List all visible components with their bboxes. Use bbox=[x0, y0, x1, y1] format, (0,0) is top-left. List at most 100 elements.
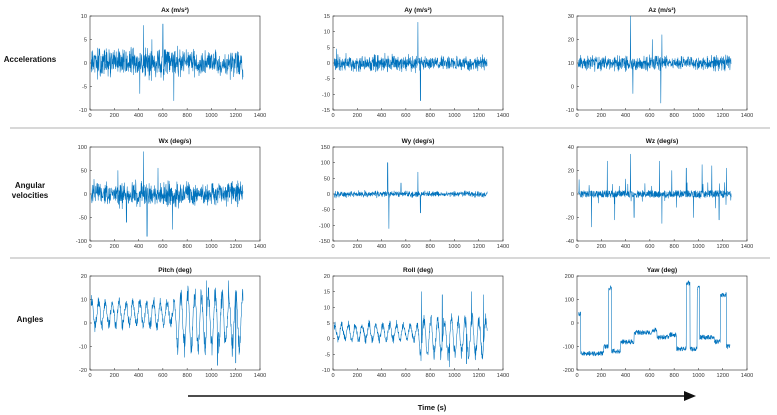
y-tick-label: -5 bbox=[325, 352, 330, 358]
panel: Wz (deg/s)0 200 400 600 800 1000 1200 1400-40-2… bbox=[566, 138, 753, 250]
y-tick-label: -40 bbox=[566, 239, 574, 245]
y-tick-label: 0 bbox=[571, 85, 574, 91]
y-tick-label: 0 bbox=[327, 337, 330, 343]
y-tick-label: 5 bbox=[327, 321, 330, 327]
x-tick-label: 200 bbox=[353, 113, 362, 119]
x-tick-label: 400 bbox=[134, 244, 143, 250]
x-tick-label: 400 bbox=[377, 113, 386, 119]
x-tick-label: 1400 bbox=[497, 373, 509, 379]
x-tick-label: 1400 bbox=[741, 244, 753, 250]
x-tick-label: 200 bbox=[597, 373, 606, 379]
y-tick-label: 0 bbox=[571, 192, 574, 198]
x-tick-label: 400 bbox=[377, 373, 386, 379]
x-tick-label: 600 bbox=[158, 373, 167, 379]
y-tick-label: 200 bbox=[565, 274, 574, 280]
x-tick-label: 1000 bbox=[692, 373, 704, 379]
panel: Wy (deg/s)0 200 400 600 800 1000 1200 1400-150-… bbox=[319, 138, 509, 250]
y-tick-label: 15 bbox=[324, 290, 330, 296]
x-tick-label: 600 bbox=[645, 244, 654, 250]
panel-title: Wx (deg/s) bbox=[159, 138, 192, 145]
x-tick-label: 400 bbox=[621, 373, 630, 379]
row-label-line: Accelerations bbox=[4, 55, 57, 64]
signal-line bbox=[90, 151, 244, 237]
signal-line bbox=[577, 15, 732, 104]
x-tick-label: 1000 bbox=[205, 373, 217, 379]
x-tick-label: 800 bbox=[182, 113, 191, 119]
signal-line bbox=[90, 280, 244, 366]
signal-line bbox=[333, 291, 488, 368]
panel: Roll (deg)0 200 400 600 800 1000 1200 1400-10-5… bbox=[322, 267, 509, 379]
panel-title: Wz (deg/s) bbox=[646, 138, 679, 145]
panel-title: Wy (deg/s) bbox=[402, 138, 435, 145]
x-tick-label: 0 bbox=[88, 244, 91, 250]
x-tick-label: 1200 bbox=[229, 113, 241, 119]
x-tick-label: 0 bbox=[88, 113, 91, 119]
x-tick-label: 400 bbox=[377, 244, 386, 250]
y-tick-label: -15 bbox=[322, 108, 330, 114]
x-tick-label: 800 bbox=[425, 373, 434, 379]
x-tick-label: 0 bbox=[331, 113, 334, 119]
time-axis-arrow: Time (s) bbox=[188, 391, 696, 412]
row-label-line: velocities bbox=[12, 191, 49, 200]
row-labels: Accelerations Angular velocities Angles bbox=[4, 55, 57, 324]
x-tick-label: 1200 bbox=[229, 244, 241, 250]
y-tick-label: -10 bbox=[322, 92, 330, 98]
y-tick-label: -10 bbox=[566, 108, 574, 114]
x-tick-label: 800 bbox=[669, 244, 678, 250]
x-tick-label: 0 bbox=[575, 113, 578, 119]
y-tick-label: 20 bbox=[81, 274, 87, 280]
y-tick-label: 0 bbox=[327, 192, 330, 198]
y-tick-label: 0 bbox=[84, 321, 87, 327]
x-tick-label: 800 bbox=[182, 244, 191, 250]
x-tick-label: 600 bbox=[645, 373, 654, 379]
x-tick-label: 200 bbox=[597, 244, 606, 250]
x-tick-label: 1200 bbox=[716, 373, 728, 379]
y-tick-label: 40 bbox=[568, 145, 574, 151]
y-tick-label: -100 bbox=[76, 239, 87, 245]
y-tick-label: 10 bbox=[568, 61, 574, 67]
y-tick-label: 0 bbox=[84, 61, 87, 67]
x-tick-label: 1000 bbox=[448, 373, 460, 379]
x-tick-label: 400 bbox=[134, 373, 143, 379]
y-tick-label: 5 bbox=[84, 38, 87, 44]
y-tick-label: -10 bbox=[79, 345, 87, 351]
panel-title: Az (m/s²) bbox=[648, 7, 675, 14]
y-tick-label: 0 bbox=[327, 61, 330, 67]
x-tick-label: 1000 bbox=[448, 113, 460, 119]
x-tick-label: 1400 bbox=[741, 373, 753, 379]
x-tick-label: 600 bbox=[401, 244, 410, 250]
x-tick-label: 800 bbox=[182, 373, 191, 379]
panel-title: Roll (deg) bbox=[403, 267, 433, 274]
y-tick-label: 30 bbox=[568, 14, 574, 20]
signal-line bbox=[90, 23, 244, 101]
x-tick-label: 1200 bbox=[716, 244, 728, 250]
x-tick-label: 600 bbox=[401, 373, 410, 379]
plot-frame bbox=[332, 275, 504, 371]
x-tick-label: 1000 bbox=[692, 113, 704, 119]
y-tick-label: 100 bbox=[78, 145, 87, 151]
y-tick-label: -150 bbox=[319, 239, 330, 245]
x-tick-label: 1400 bbox=[254, 113, 266, 119]
row-label: Angles bbox=[17, 315, 44, 324]
row-label-line: Angular bbox=[15, 181, 45, 190]
x-tick-label: 1400 bbox=[741, 113, 753, 119]
y-tick-label: -20 bbox=[566, 216, 574, 222]
x-tick-label: 0 bbox=[331, 373, 334, 379]
x-tick-label: 1200 bbox=[472, 113, 484, 119]
x-tick-label: 200 bbox=[110, 244, 119, 250]
time-arrow-head bbox=[684, 391, 696, 401]
y-tick-label: -50 bbox=[322, 208, 330, 214]
y-tick-label: 15 bbox=[324, 14, 330, 20]
x-tick-label: 800 bbox=[425, 113, 434, 119]
panel: Ax (m/s²) 0 200 400 600 800 1000 1200 1400 -10 -5 0… bbox=[79, 7, 266, 119]
x-tick-label: 0 bbox=[575, 373, 578, 379]
y-tick-label: -100 bbox=[563, 345, 574, 351]
panel: Yaw (deg)0 200 400 600 800 1000 1200 1400-200-1… bbox=[563, 267, 753, 379]
x-tick-label: 200 bbox=[353, 244, 362, 250]
y-tick-label: 10 bbox=[81, 298, 87, 304]
y-tick-label: 100 bbox=[565, 298, 574, 304]
y-tick-label: 20 bbox=[568, 38, 574, 44]
x-tick-label: 1000 bbox=[205, 244, 217, 250]
x-tick-label: 800 bbox=[669, 113, 678, 119]
